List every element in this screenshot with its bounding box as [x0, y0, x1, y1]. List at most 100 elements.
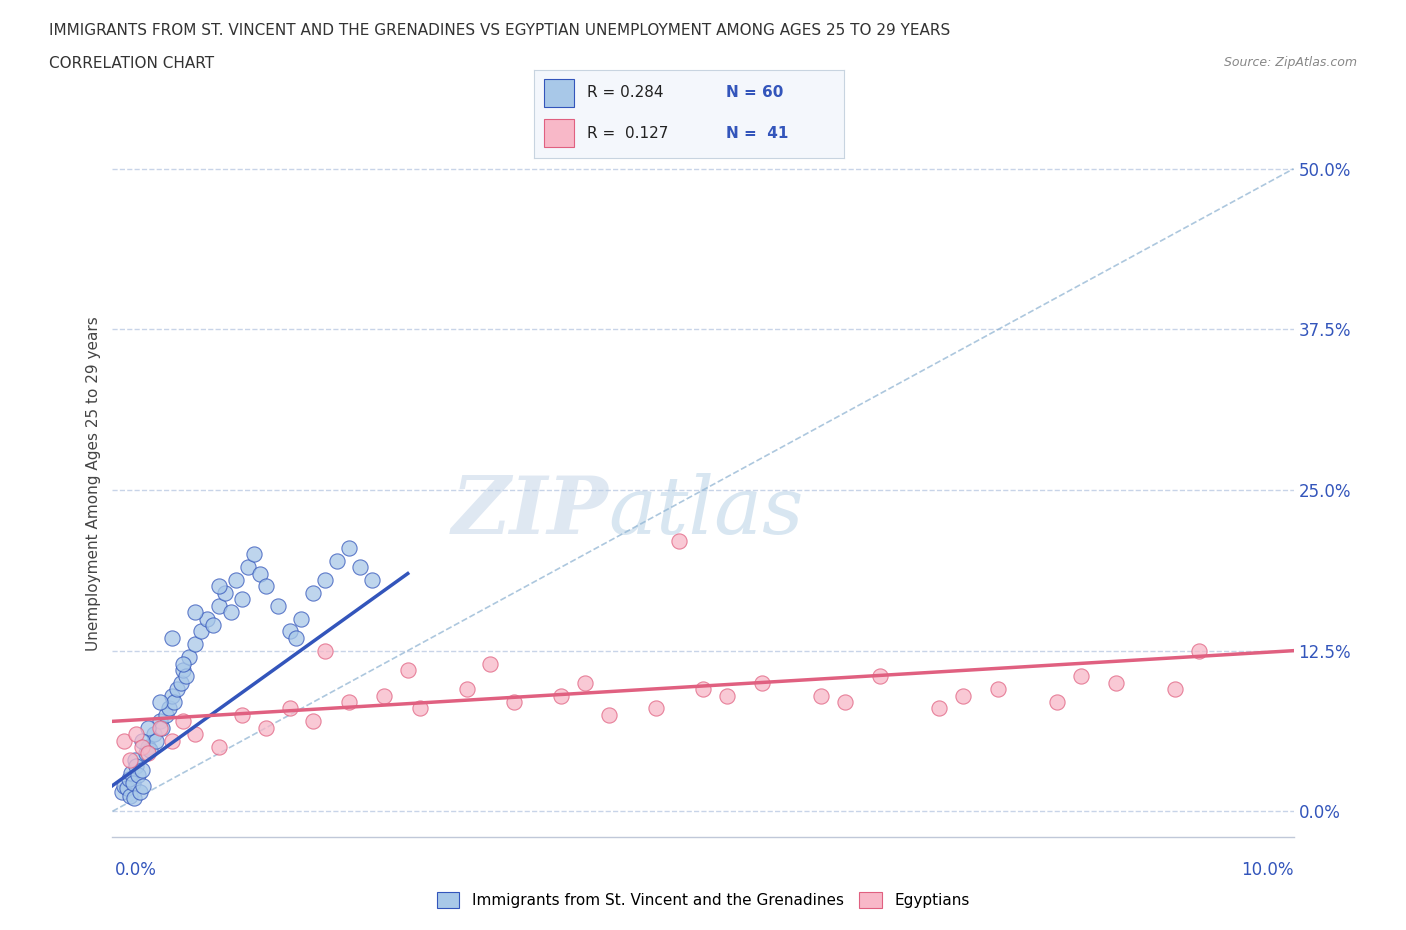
Point [987, 682, 1010, 697]
Point [456, 682, 478, 697]
Point [214, 585, 236, 600]
Point [314, 573, 336, 588]
Point [135, 746, 157, 761]
Point [115, 780, 138, 795]
Point [124, 752, 146, 767]
Point [928, 701, 950, 716]
Point [172, 656, 194, 671]
Point [145, 733, 167, 748]
Point [361, 573, 384, 588]
Point [195, 611, 218, 626]
Point [1105, 675, 1128, 690]
Point [219, 604, 242, 619]
Point [396, 662, 419, 677]
Point [231, 708, 253, 723]
Point [179, 650, 201, 665]
Point [1046, 695, 1069, 710]
Text: N =  41: N = 41 [725, 126, 789, 140]
Point [952, 688, 974, 703]
Point [249, 566, 271, 581]
Point [290, 611, 312, 626]
Point [136, 739, 159, 754]
Point [125, 759, 148, 774]
Text: R =  0.127: R = 0.127 [586, 126, 668, 140]
Point [337, 540, 360, 555]
Point [373, 688, 395, 703]
Point [127, 768, 149, 783]
Text: Source: ZipAtlas.com: Source: ZipAtlas.com [1223, 56, 1357, 69]
Text: 10.0%: 10.0% [1241, 860, 1294, 879]
Point [184, 604, 207, 619]
Point [125, 726, 148, 741]
Point [231, 591, 253, 606]
Point [208, 598, 231, 613]
Point [751, 675, 773, 690]
Point [112, 733, 135, 748]
Point [1188, 644, 1211, 658]
Point [160, 733, 183, 748]
Point [120, 789, 142, 804]
Point [278, 701, 301, 716]
Point [155, 708, 177, 723]
Point [302, 585, 325, 600]
Point [284, 631, 307, 645]
Point [131, 733, 153, 748]
Point [644, 701, 666, 716]
Point [314, 644, 336, 658]
Point [136, 746, 159, 761]
Text: R = 0.284: R = 0.284 [586, 86, 664, 100]
Point [139, 742, 162, 757]
Point [1070, 669, 1092, 684]
Point [163, 695, 186, 710]
Text: atlas: atlas [609, 473, 804, 551]
Point [174, 669, 197, 684]
Point [150, 721, 173, 736]
Point [131, 763, 153, 777]
Point [243, 547, 266, 562]
Text: 0.0%: 0.0% [115, 860, 157, 879]
Point [225, 573, 247, 588]
Point [254, 579, 277, 594]
Point [166, 682, 188, 697]
Point [302, 714, 325, 729]
Point [142, 726, 165, 741]
Point [121, 776, 143, 790]
Text: N = 60: N = 60 [725, 86, 783, 100]
Point [111, 785, 134, 800]
Point [184, 726, 207, 741]
Point [479, 656, 502, 671]
Text: IMMIGRANTS FROM ST. VINCENT AND THE GRENADINES VS EGYPTIAN UNEMPLOYMENT AMONG AG: IMMIGRANTS FROM ST. VINCENT AND THE GREN… [49, 23, 950, 38]
Point [238, 560, 260, 575]
Point [692, 682, 714, 697]
Point [716, 688, 738, 703]
Point [149, 721, 172, 736]
Point [172, 714, 194, 729]
Point [157, 701, 180, 716]
Point [337, 695, 360, 710]
Point [128, 785, 150, 800]
Point [810, 688, 832, 703]
Point [184, 637, 207, 652]
Legend: Immigrants from St. Vincent and the Grenadines, Egyptians: Immigrants from St. Vincent and the Gren… [430, 886, 976, 914]
Point [1164, 682, 1187, 697]
Point [120, 752, 142, 767]
Point [349, 560, 371, 575]
Point [278, 624, 301, 639]
Text: CORRELATION CHART: CORRELATION CHART [49, 56, 214, 71]
Point [118, 772, 141, 787]
Point [668, 534, 690, 549]
Point [160, 631, 183, 645]
Point [149, 714, 172, 729]
Point [834, 695, 856, 710]
Point [122, 791, 145, 806]
Point [254, 721, 277, 736]
Point [170, 675, 193, 690]
Point [869, 669, 891, 684]
Bar [544, 119, 575, 148]
Point [160, 688, 183, 703]
Point [208, 739, 231, 754]
Point [120, 765, 142, 780]
Point [408, 701, 430, 716]
Point [208, 579, 231, 594]
Point [112, 778, 135, 793]
